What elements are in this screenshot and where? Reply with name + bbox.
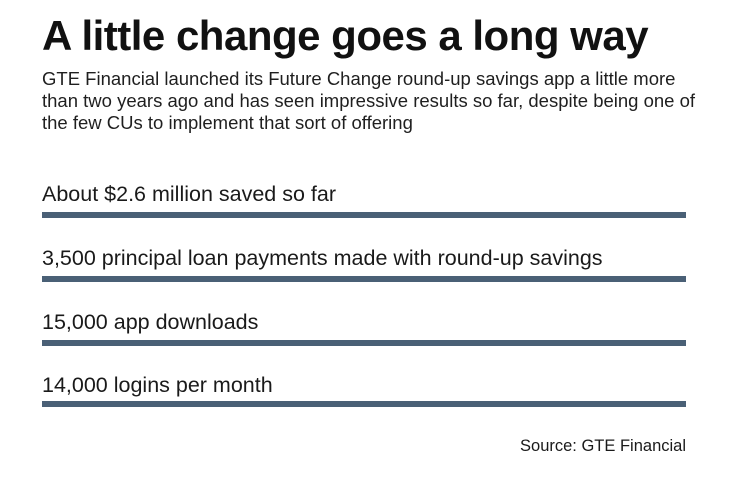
stat-item-logins: 14,000 logins per month xyxy=(42,370,686,407)
stat-label: 3,500 principal loan payments made with … xyxy=(42,246,603,270)
stat-item-loan-payments: 3,500 principal loan payments made with … xyxy=(42,243,686,282)
stat-bar xyxy=(42,212,686,218)
stat-item-downloads: 15,000 app downloads xyxy=(42,307,686,346)
stat-label: 15,000 app downloads xyxy=(42,310,259,334)
stat-label: 14,000 logins per month xyxy=(42,373,273,397)
stat-bar xyxy=(42,401,686,407)
source-note: Source: GTE Financial xyxy=(520,437,686,455)
page-subtitle: GTE Financial launched its Future Change… xyxy=(42,68,696,133)
page-title: A little change goes a long way xyxy=(42,12,649,59)
stat-item-saved: About $2.6 million saved so far xyxy=(42,179,686,218)
stat-bar xyxy=(42,340,686,346)
stat-bar xyxy=(42,276,686,282)
stat-label: About $2.6 million saved so far xyxy=(42,182,336,206)
